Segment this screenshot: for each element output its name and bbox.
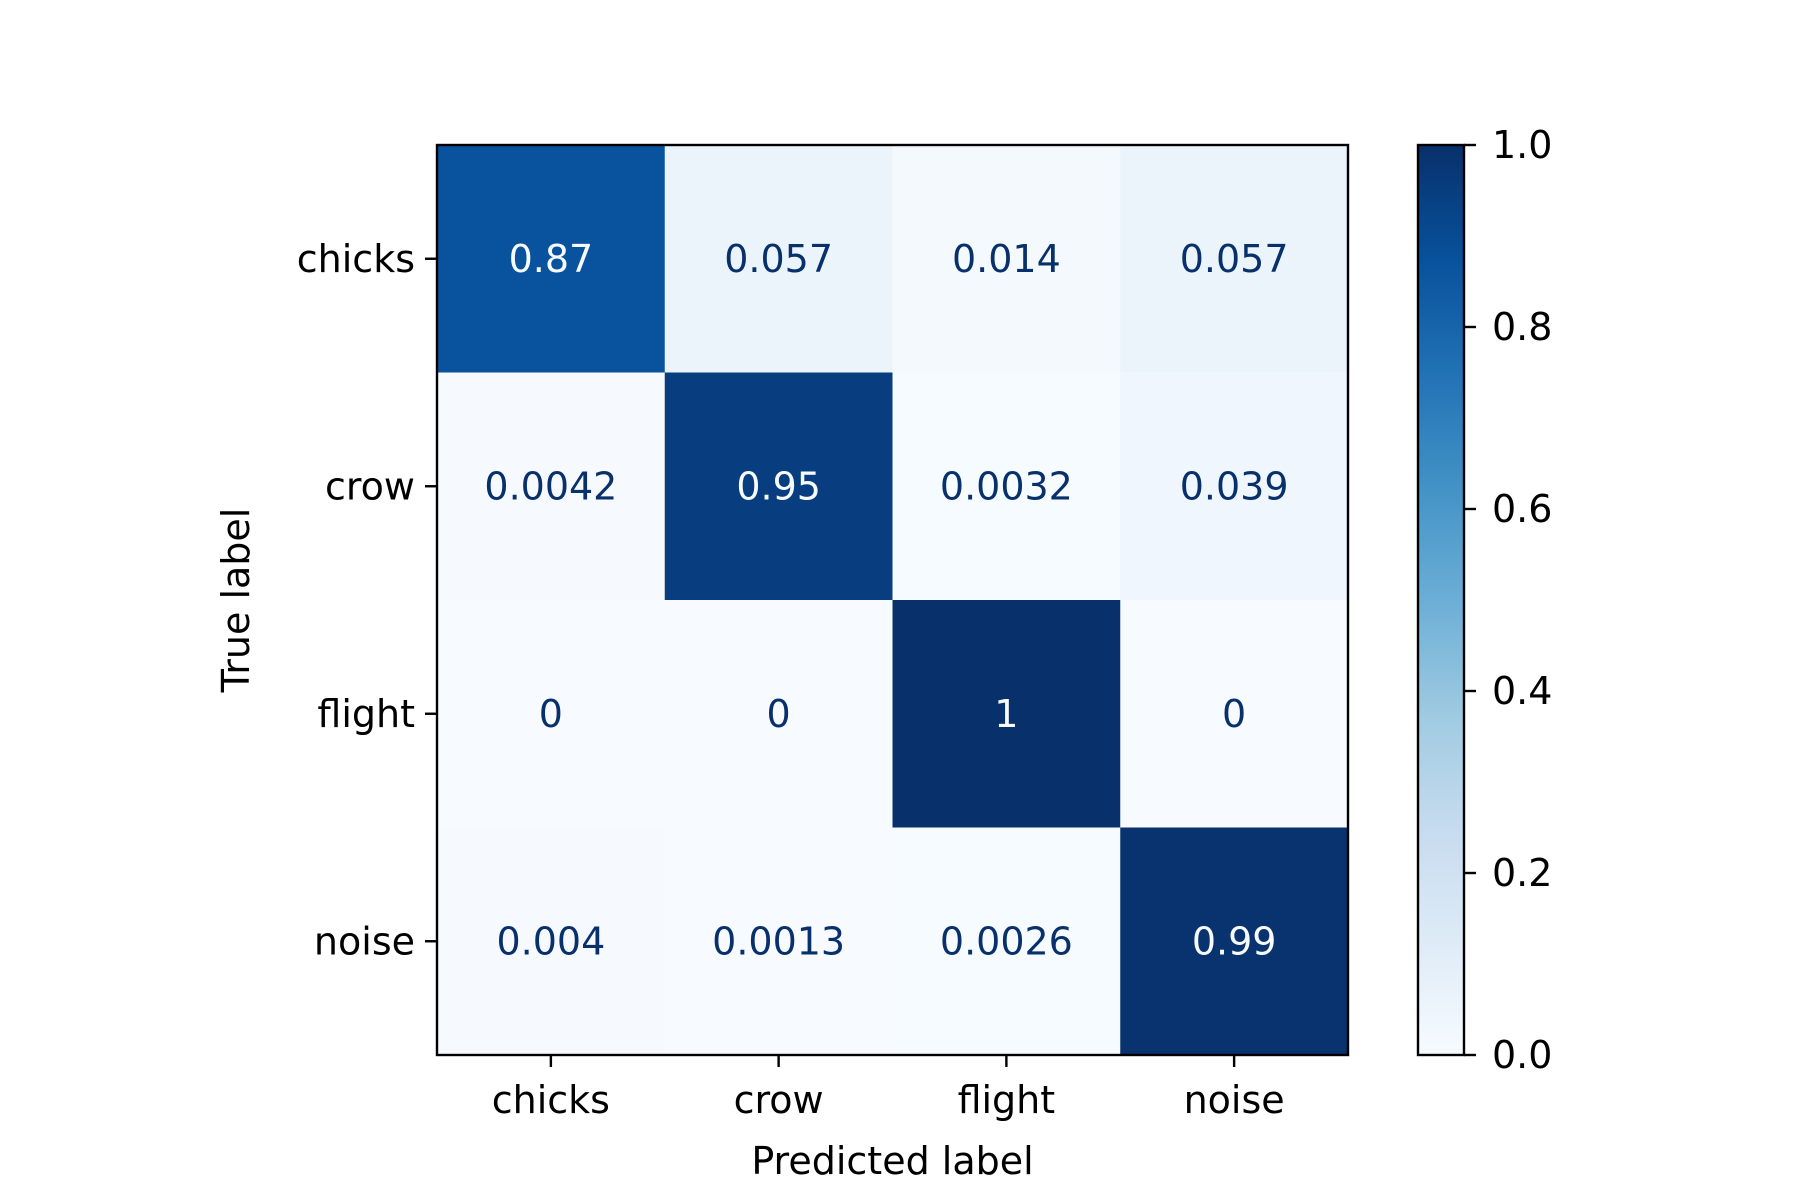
cell-value-label: 0.0042	[484, 464, 617, 508]
cell-value-label: 0.014	[952, 237, 1061, 281]
y-tick-label: flight	[317, 692, 415, 736]
heatmap-cell	[1120, 827, 1349, 1056]
cell-value-label: 0.0013	[712, 919, 845, 963]
x-tick-label: crow	[734, 1078, 824, 1122]
cell-value-label: 1	[994, 692, 1018, 736]
heatmap-cell	[1120, 600, 1349, 828]
cell-value-label: 0.057	[1180, 237, 1289, 281]
colorbar	[1418, 145, 1464, 1055]
y-tick-label: chicks	[297, 237, 415, 281]
cell-value-label: 0.039	[1180, 464, 1289, 508]
heatmap-cell	[664, 372, 893, 601]
y-tick-label: crow	[325, 464, 415, 508]
heatmap-cell	[664, 827, 893, 1056]
cell-value-label: 0	[1222, 692, 1246, 736]
colorbar-tick-label: 0.8	[1492, 305, 1552, 349]
heatmap-cell	[892, 827, 1121, 1056]
cell-value-label: 0.87	[509, 237, 594, 281]
heatmap-cell-labels: 0.87 0.057 0.014 0.057 0.0042 0.95 0.0032 0.039…	[484, 237, 1288, 964]
heatmap-cell	[892, 600, 1121, 828]
heatmap-cell	[892, 145, 1121, 373]
colorbar-tick-label: 1.0	[1492, 123, 1552, 167]
heatmap-cell	[437, 145, 666, 373]
heatmap-cell	[437, 600, 666, 828]
heatmap-cell	[892, 372, 1121, 601]
colorbar-ticks: 0.0 0.2 0.4 0.6 0.8 1.0	[1464, 123, 1552, 1077]
cell-value-label: 0.95	[736, 464, 821, 508]
cell-value-label: 0.0032	[940, 464, 1073, 508]
plot-frame	[435, 143, 1350, 1057]
cell-value-label: 0.99	[1192, 919, 1277, 963]
colorbar-frame	[1416, 143, 1466, 1057]
x-tick-label: flight	[958, 1078, 1056, 1122]
y-tick-label: noise	[314, 919, 415, 963]
y-axis-ticks: chicks crow flight noise	[297, 237, 437, 963]
heatmap-cell	[664, 600, 893, 828]
cell-value-label: 0	[767, 692, 791, 736]
heatmap-cells	[437, 145, 1349, 1056]
heatmap-cell	[437, 372, 666, 601]
y-axis-label: True label	[214, 508, 258, 694]
x-tick-label: noise	[1184, 1078, 1285, 1122]
colorbar-tick-label: 0.0	[1492, 1033, 1552, 1077]
colorbar-tick-label: 0.2	[1492, 851, 1552, 895]
cell-value-label: 0.057	[724, 237, 833, 281]
colorbar-tick-label: 0.6	[1492, 487, 1552, 531]
heatmap-cell	[1120, 145, 1349, 373]
x-axis-ticks: chicks crow flight noise	[492, 1055, 1285, 1122]
x-axis-label: Predicted label	[751, 1139, 1033, 1183]
cell-value-label: 0	[539, 692, 563, 736]
x-tick-label: chicks	[492, 1078, 610, 1122]
heatmap-cell	[664, 145, 893, 373]
cell-value-label: 0.0026	[940, 919, 1073, 963]
heatmap-cell	[1120, 372, 1349, 601]
heatmap-cell	[437, 827, 666, 1056]
colorbar-tick-label: 0.4	[1492, 669, 1552, 713]
cell-value-label: 0.004	[496, 919, 605, 963]
